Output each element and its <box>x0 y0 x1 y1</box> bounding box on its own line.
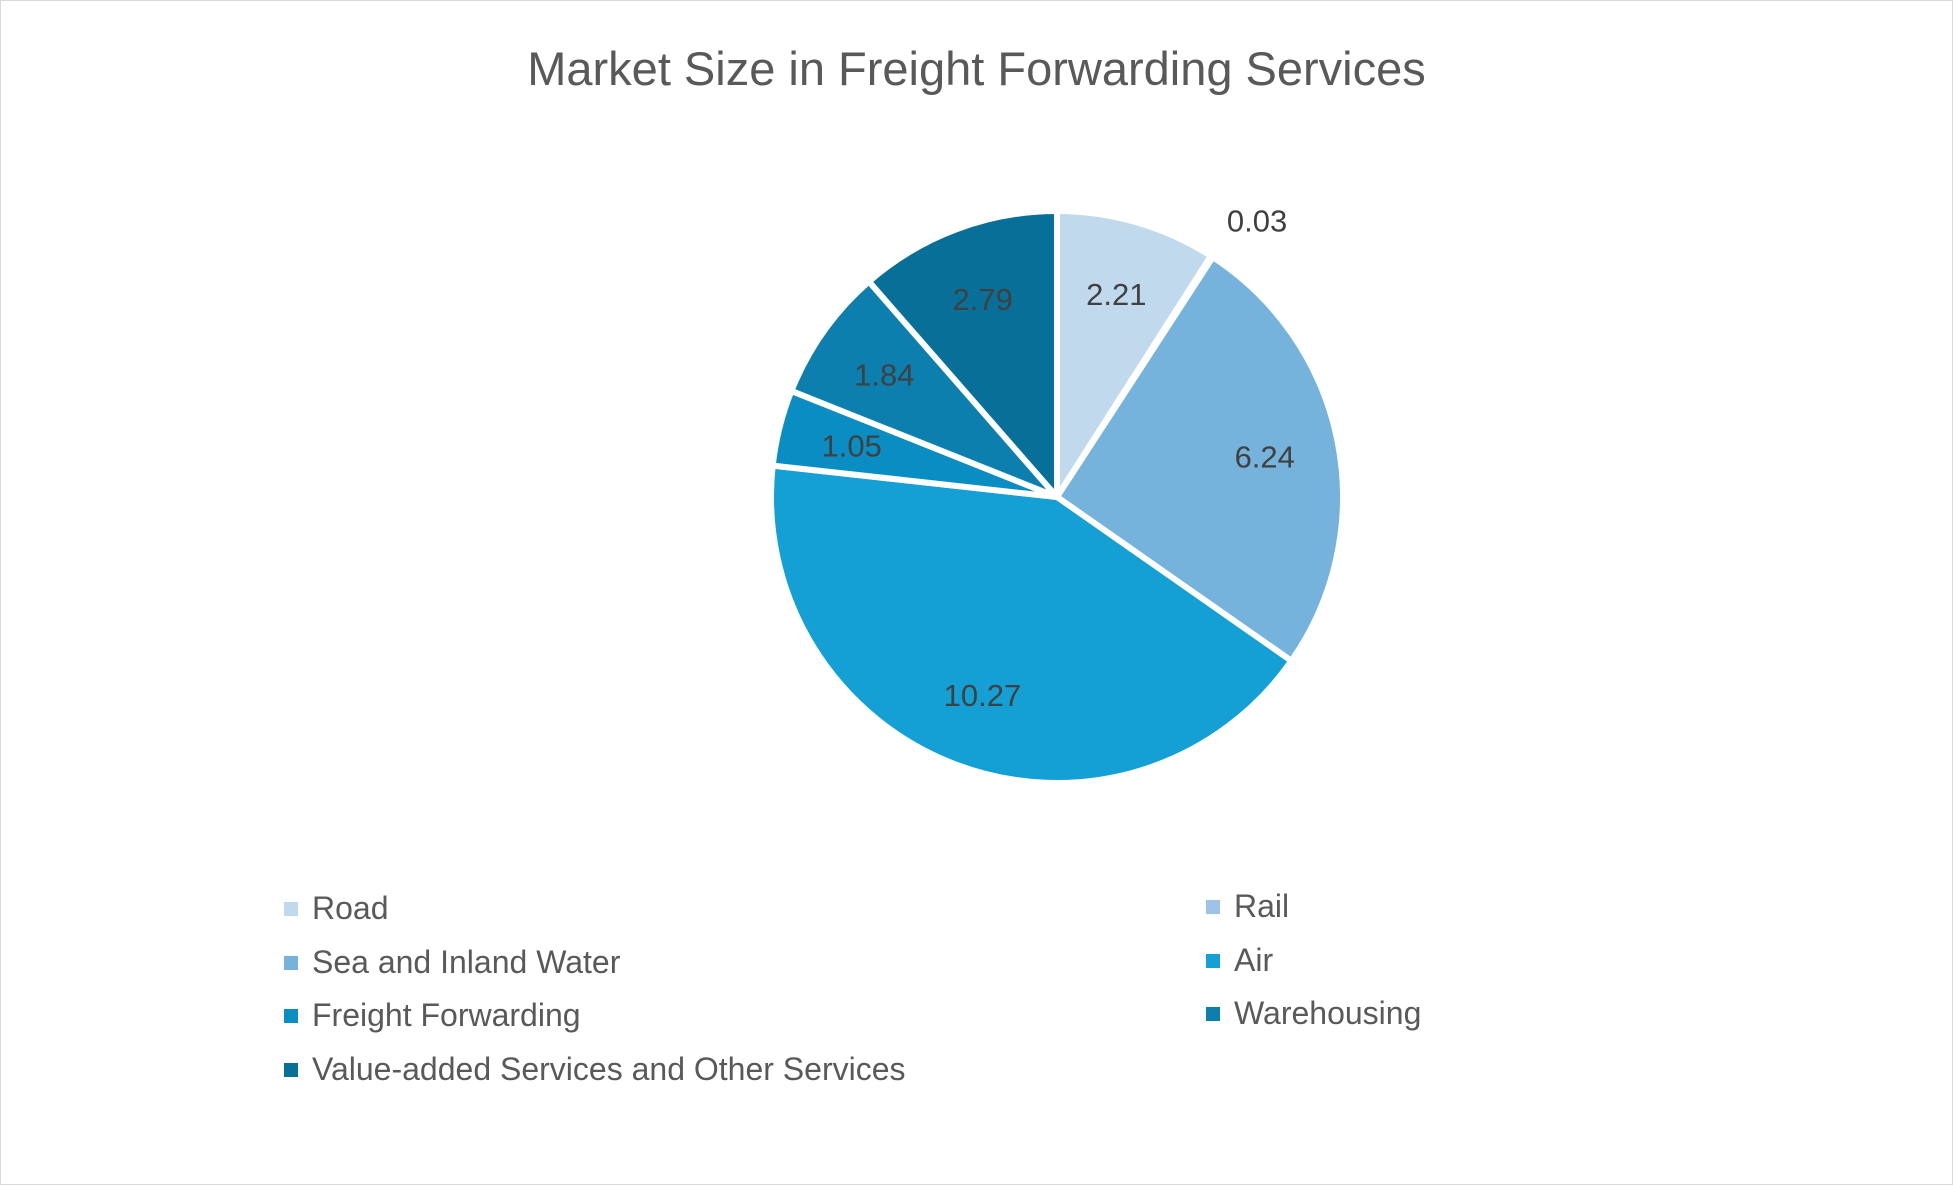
legend-label: Value-added Services and Other Services <box>312 1051 906 1087</box>
pie-slice-sea-and-inland-water <box>1054 254 1346 664</box>
chart-title: Market Size in Freight Forwarding Servic… <box>527 42 1426 95</box>
legend-label: Freight Forwarding <box>312 997 581 1033</box>
legend-swatch <box>284 955 298 970</box>
pie-slice-air <box>768 462 1295 786</box>
legend-swatch <box>284 901 298 916</box>
legend-label: Warehousing <box>1234 995 1422 1031</box>
legend-item: Warehousing <box>1206 995 1421 1032</box>
pie-slice-value-added-services-and-other-services <box>865 208 1060 500</box>
legend-label: Sea and Inland Water <box>312 944 621 980</box>
legend-label: Rail <box>1234 888 1290 924</box>
legend-item: Sea and Inland Water <box>284 944 620 981</box>
legend-swatch <box>284 1008 298 1023</box>
data-label: 2.21 <box>1086 277 1146 312</box>
legend-label: Air <box>1234 942 1274 978</box>
pie-slice-warehousing <box>788 278 1060 500</box>
data-label: 6.24 <box>1235 440 1295 475</box>
legend-label: Road <box>312 890 389 926</box>
data-label: 1.05 <box>822 429 882 464</box>
data-label: 1.84 <box>854 358 914 393</box>
legend-swatch <box>1206 1006 1220 1021</box>
data-label: 0.03 <box>1227 203 1287 238</box>
legend-swatch <box>284 1062 298 1077</box>
legend-item: Freight Forwarding <box>284 997 581 1034</box>
pie-slice-road <box>1054 208 1214 500</box>
data-label: 2.79 <box>953 282 1013 317</box>
legend-item: Value-added Services and Other Services <box>284 1051 906 1088</box>
legend-swatch <box>1206 953 1220 968</box>
legend-swatch <box>1206 899 1220 914</box>
legend-item: Rail <box>1206 888 1289 925</box>
data-label: 10.27 <box>944 678 1022 713</box>
legend-item: Road <box>284 890 389 927</box>
legend-item: Air <box>1206 942 1273 979</box>
